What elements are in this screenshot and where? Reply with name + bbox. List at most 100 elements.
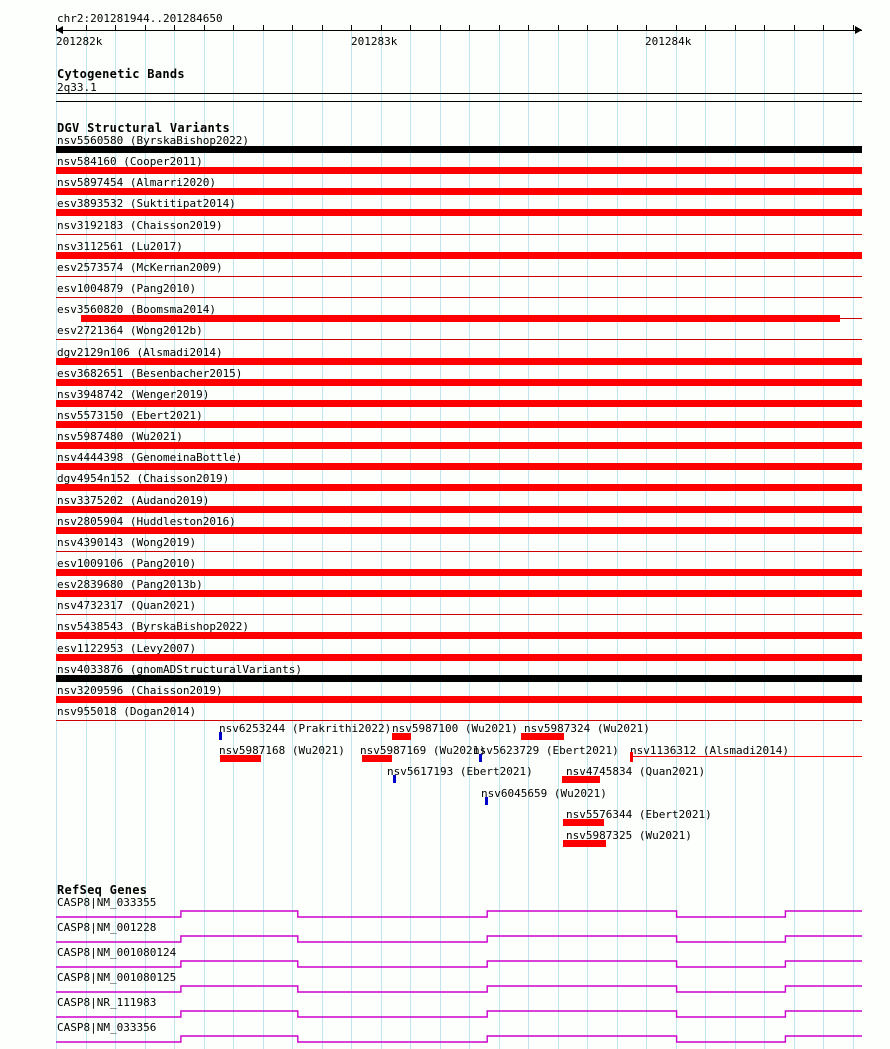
dgv-variant-bar[interactable]	[56, 358, 862, 365]
ruler-tick	[263, 25, 264, 31]
dgv-track-label[interactable]: nsv955018 (Dogan2014)	[57, 705, 197, 718]
dgv-variant-bar[interactable]	[56, 167, 862, 174]
dgv-variant-bar[interactable]	[56, 442, 862, 449]
refseq-gene-label[interactable]: CASP8|NM_033356	[57, 1021, 157, 1034]
dgv-partial-variant-label[interactable]: nsv4745834 (Quan2021)	[566, 765, 706, 778]
dgv-track-label[interactable]: esv1122953 (Levy2007)	[57, 642, 197, 655]
dgv-track-label[interactable]: dgv2129n106 (Alsmadi2014)	[57, 346, 223, 359]
dgv-partial-variant-label[interactable]: nsv1136312 (Alsmadi2014)	[630, 744, 789, 757]
dgv-partial-variant-label[interactable]: nsv5987324 (Wu2021)	[524, 722, 650, 735]
dgv-variant-bar[interactable]	[56, 297, 862, 298]
dgv-variant-bar[interactable]	[56, 696, 862, 703]
dgv-variant-bar[interactable]	[56, 506, 862, 513]
dgv-partial-variant-label[interactable]: nsv6253244 (Prakrithi2022)	[219, 722, 392, 735]
dgv-partial-variant-mark[interactable]	[633, 756, 862, 757]
dgv-variant-bar[interactable]	[56, 209, 862, 216]
dgv-track-label[interactable]: nsv4390143 (Wong2019)	[57, 536, 197, 549]
dgv-track-label[interactable]: nsv5987480 (Wu2021)	[57, 430, 183, 443]
dgv-partial-variant-mark[interactable]	[479, 754, 482, 762]
dgv-track-label[interactable]: dgv4954n152 (Chaisson2019)	[57, 472, 230, 485]
dgv-track-label[interactable]: esv2839680 (Pang2013b)	[57, 578, 203, 591]
dgv-variant-bar[interactable]	[56, 463, 862, 470]
refseq-gene-model[interactable]	[56, 1033, 862, 1045]
dgv-partial-variant-mark[interactable]	[219, 732, 222, 740]
ruler-tick	[646, 25, 647, 31]
dgv-partial-variant-mark[interactable]	[562, 776, 600, 783]
refseq-gene-path	[56, 985, 862, 993]
dgv-track-label[interactable]: esv2573574 (McKernan2009)	[57, 261, 223, 274]
dgv-track-label[interactable]: esv3560820 (Boomsma2014)	[57, 303, 216, 316]
dgv-track-label[interactable]: esv3682651 (Besenbacher2015)	[57, 367, 243, 380]
dgv-variant-bar[interactable]	[56, 379, 862, 386]
refseq-gene-model[interactable]	[56, 983, 862, 995]
dgv-variant-bar[interactable]	[56, 339, 862, 340]
refseq-gene-label[interactable]: CASP8|NM_001080125	[57, 971, 177, 984]
dgv-track-label[interactable]: esv3893532 (Suktitipat2014)	[57, 197, 236, 210]
dgv-variant-bar[interactable]	[56, 675, 862, 682]
left-arrow-icon[interactable]	[56, 26, 63, 34]
dgv-partial-variant-mark[interactable]	[393, 775, 396, 783]
dgv-variant-bar[interactable]	[56, 551, 862, 552]
refseq-gene-model[interactable]	[56, 908, 862, 920]
dgv-variant-bar[interactable]	[56, 484, 862, 491]
dgv-track-label[interactable]: nsv4732317 (Quan2021)	[57, 599, 197, 612]
refseq-gene-model[interactable]	[56, 958, 862, 970]
dgv-partial-variant-label[interactable]: nsv5987168 (Wu2021)	[219, 744, 345, 757]
dgv-partial-variant-start-cap[interactable]	[630, 752, 633, 762]
dgv-variant-bar[interactable]	[56, 527, 862, 534]
dgv-variant-bar[interactable]	[56, 421, 862, 428]
dgv-partial-variant-label[interactable]: nsv5987169 (Wu2021)	[360, 744, 486, 757]
dgv-track-label[interactable]: nsv3192183 (Chaisson2019)	[57, 219, 223, 232]
dgv-track-label[interactable]: nsv3948742 (Wenger2019)	[57, 388, 210, 401]
dgv-variant-bar[interactable]	[56, 632, 862, 639]
refseq-gene-model[interactable]	[56, 1008, 862, 1020]
dgv-track-label[interactable]: nsv3112561 (Lu2017)	[57, 240, 183, 253]
dgv-partial-variant-mark[interactable]	[563, 819, 604, 826]
dgv-track-label[interactable]: nsv3375202 (Audano2019)	[57, 494, 210, 507]
dgv-track-label[interactable]: nsv5573150 (Ebert2021)	[57, 409, 203, 422]
dgv-track-label[interactable]: esv1009106 (Pang2010)	[57, 557, 197, 570]
dgv-variant-bar[interactable]	[56, 569, 862, 576]
dgv-track-label[interactable]: nsv2805904 (Huddleston2016)	[57, 515, 236, 528]
dgv-variant-bar[interactable]	[56, 188, 862, 195]
dgv-partial-variant-label[interactable]: nsv5576344 (Ebert2021)	[566, 808, 712, 821]
dgv-partial-variant-label[interactable]: nsv5617193 (Ebert2021)	[387, 765, 533, 778]
dgv-partial-variant-label[interactable]: nsv5987325 (Wu2021)	[566, 829, 692, 842]
dgv-partial-variant-mark[interactable]	[220, 755, 261, 762]
dgv-variant-bar[interactable]	[56, 400, 862, 407]
dgv-partial-variant-label[interactable]: nsv5987100 (Wu2021)	[392, 722, 518, 735]
dgv-variant-bar[interactable]	[56, 590, 862, 597]
dgv-track-label[interactable]: esv2721364 (Wong2012b)	[57, 324, 203, 337]
dgv-partial-variant-mark[interactable]	[362, 755, 392, 762]
dgv-partial-variant-label[interactable]: nsv5623729 (Ebert2021)	[473, 744, 619, 757]
refseq-gene-label[interactable]: CASP8|NR_111983	[57, 996, 157, 1009]
coordinate-ruler[interactable]: chr2:201281944..201284650 201282k 201283k…	[0, 0, 890, 48]
dgv-track-label[interactable]: nsv5560580 (ByrskaBishop2022)	[57, 134, 250, 147]
dgv-variant-bar[interactable]	[56, 720, 862, 721]
refseq-gene-label[interactable]: CASP8|NM_033355	[57, 896, 157, 909]
dgv-variant-bar[interactable]	[56, 614, 862, 615]
right-arrow-icon[interactable]	[855, 26, 862, 34]
dgv-partial-variant-mark[interactable]	[521, 733, 564, 740]
dgv-track-label[interactable]: nsv584160 (Cooper2011)	[57, 155, 203, 168]
refseq-gene-label[interactable]: CASP8|NM_001228	[57, 921, 157, 934]
refseq-gene-model[interactable]	[56, 933, 862, 945]
dgv-track-label[interactable]: nsv4444398 (GenomeinaBottle)	[57, 451, 243, 464]
refseq-gene-label[interactable]: CASP8|NM_001080124	[57, 946, 177, 959]
dgv-track-label[interactable]: nsv3209596 (Chaisson2019)	[57, 684, 223, 697]
dgv-partial-variant-mark[interactable]	[485, 797, 488, 805]
dgv-partial-variant-mark[interactable]	[392, 733, 411, 740]
dgv-track-label[interactable]: nsv5438543 (ByrskaBishop2022)	[57, 620, 250, 633]
dgv-variant-bar[interactable]	[81, 315, 840, 322]
dgv-partial-variant-label[interactable]: nsv6045659 (Wu2021)	[481, 787, 607, 800]
ruler-tick	[233, 25, 234, 31]
dgv-variant-bar[interactable]	[56, 234, 862, 235]
dgv-variant-bar[interactable]	[56, 252, 862, 259]
dgv-track-label[interactable]: nsv5897454 (Almarri2020)	[57, 176, 216, 189]
dgv-partial-variant-mark[interactable]	[563, 840, 606, 847]
dgv-variant-bar[interactable]	[56, 654, 862, 661]
dgv-variant-bar[interactable]	[56, 276, 862, 277]
dgv-track-label[interactable]: esv1004879 (Pang2010)	[57, 282, 197, 295]
dgv-track-label[interactable]: nsv4033876 (gnomADStructuralVariants)	[57, 663, 303, 676]
dgv-variant-bar[interactable]	[56, 146, 862, 153]
